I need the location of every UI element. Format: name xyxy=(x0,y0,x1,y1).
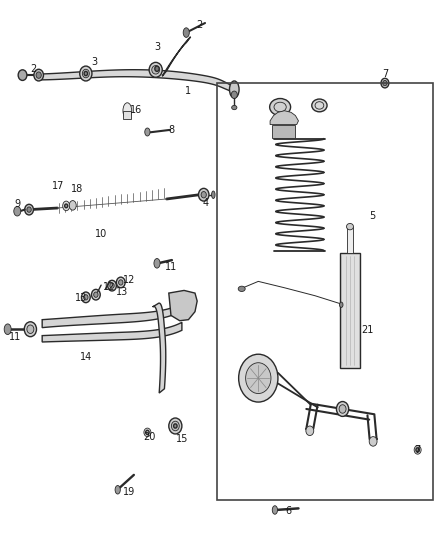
Text: 8: 8 xyxy=(168,125,174,135)
Ellipse shape xyxy=(232,106,237,110)
Text: 2: 2 xyxy=(196,20,202,30)
Polygon shape xyxy=(152,303,166,393)
Ellipse shape xyxy=(149,62,162,77)
Ellipse shape xyxy=(246,363,271,393)
Text: 12: 12 xyxy=(103,282,115,292)
Ellipse shape xyxy=(25,204,33,215)
Ellipse shape xyxy=(272,506,278,514)
Ellipse shape xyxy=(414,446,421,454)
Polygon shape xyxy=(42,322,182,342)
Text: 4: 4 xyxy=(203,198,209,208)
Text: 6: 6 xyxy=(286,506,292,516)
Ellipse shape xyxy=(231,91,237,99)
Ellipse shape xyxy=(383,80,387,86)
Ellipse shape xyxy=(146,430,149,434)
Ellipse shape xyxy=(65,204,68,208)
Polygon shape xyxy=(42,304,182,328)
Ellipse shape xyxy=(92,289,100,300)
Ellipse shape xyxy=(117,277,125,288)
Bar xyxy=(347,227,353,253)
Text: 19: 19 xyxy=(124,488,136,497)
Ellipse shape xyxy=(144,428,151,437)
Ellipse shape xyxy=(212,191,215,198)
Ellipse shape xyxy=(82,69,89,78)
Bar xyxy=(272,125,295,138)
Bar xyxy=(339,253,360,368)
Ellipse shape xyxy=(369,437,377,446)
Ellipse shape xyxy=(381,78,389,88)
Text: 9: 9 xyxy=(14,199,20,209)
Text: 15: 15 xyxy=(176,434,188,445)
Bar xyxy=(217,83,433,500)
Text: 3: 3 xyxy=(92,57,98,67)
Text: 17: 17 xyxy=(52,181,64,191)
Ellipse shape xyxy=(230,81,239,98)
Text: 7: 7 xyxy=(414,445,421,455)
Ellipse shape xyxy=(119,280,123,285)
Ellipse shape xyxy=(115,486,120,494)
Ellipse shape xyxy=(336,401,349,416)
Text: 20: 20 xyxy=(143,432,155,442)
Text: 11: 11 xyxy=(165,262,177,271)
Ellipse shape xyxy=(27,207,31,212)
Ellipse shape xyxy=(24,322,36,337)
Text: 13: 13 xyxy=(75,293,88,303)
Text: 1: 1 xyxy=(185,86,191,96)
Text: 10: 10 xyxy=(95,229,107,239)
Ellipse shape xyxy=(155,66,159,71)
Ellipse shape xyxy=(201,191,206,198)
Ellipse shape xyxy=(306,426,314,435)
Ellipse shape xyxy=(171,421,179,431)
Ellipse shape xyxy=(416,448,420,452)
Ellipse shape xyxy=(80,66,92,81)
Ellipse shape xyxy=(18,70,27,80)
Text: 18: 18 xyxy=(71,184,83,194)
Ellipse shape xyxy=(339,302,343,308)
Ellipse shape xyxy=(108,280,117,291)
Ellipse shape xyxy=(84,71,88,76)
Text: 7: 7 xyxy=(382,69,388,79)
Ellipse shape xyxy=(36,72,41,78)
Text: 13: 13 xyxy=(116,287,128,297)
Text: 14: 14 xyxy=(80,352,92,362)
Ellipse shape xyxy=(81,292,90,303)
Text: 11: 11 xyxy=(9,332,21,342)
Polygon shape xyxy=(162,37,191,76)
Polygon shape xyxy=(169,290,197,321)
Text: 16: 16 xyxy=(130,104,142,115)
Ellipse shape xyxy=(239,354,278,402)
Ellipse shape xyxy=(110,283,114,288)
Text: 2: 2 xyxy=(30,64,36,74)
Text: 5: 5 xyxy=(369,211,375,221)
Ellipse shape xyxy=(63,201,70,211)
Ellipse shape xyxy=(94,292,98,297)
Polygon shape xyxy=(38,70,232,92)
Ellipse shape xyxy=(312,99,327,112)
Ellipse shape xyxy=(27,325,34,334)
Ellipse shape xyxy=(339,405,346,413)
Ellipse shape xyxy=(169,418,182,434)
Ellipse shape xyxy=(4,324,11,335)
Bar xyxy=(124,111,131,119)
Ellipse shape xyxy=(346,223,353,230)
Ellipse shape xyxy=(145,128,150,136)
Ellipse shape xyxy=(84,295,88,300)
Text: 3: 3 xyxy=(155,43,161,52)
Text: 21: 21 xyxy=(361,325,374,335)
Text: 12: 12 xyxy=(124,275,136,285)
Ellipse shape xyxy=(69,200,76,210)
Ellipse shape xyxy=(173,424,177,428)
Ellipse shape xyxy=(34,69,43,81)
Ellipse shape xyxy=(14,206,21,216)
Ellipse shape xyxy=(183,28,189,37)
Ellipse shape xyxy=(198,188,209,201)
Ellipse shape xyxy=(238,286,245,292)
Polygon shape xyxy=(270,111,298,125)
Ellipse shape xyxy=(152,66,159,74)
Ellipse shape xyxy=(154,259,160,268)
Ellipse shape xyxy=(123,103,132,119)
Ellipse shape xyxy=(270,99,290,116)
